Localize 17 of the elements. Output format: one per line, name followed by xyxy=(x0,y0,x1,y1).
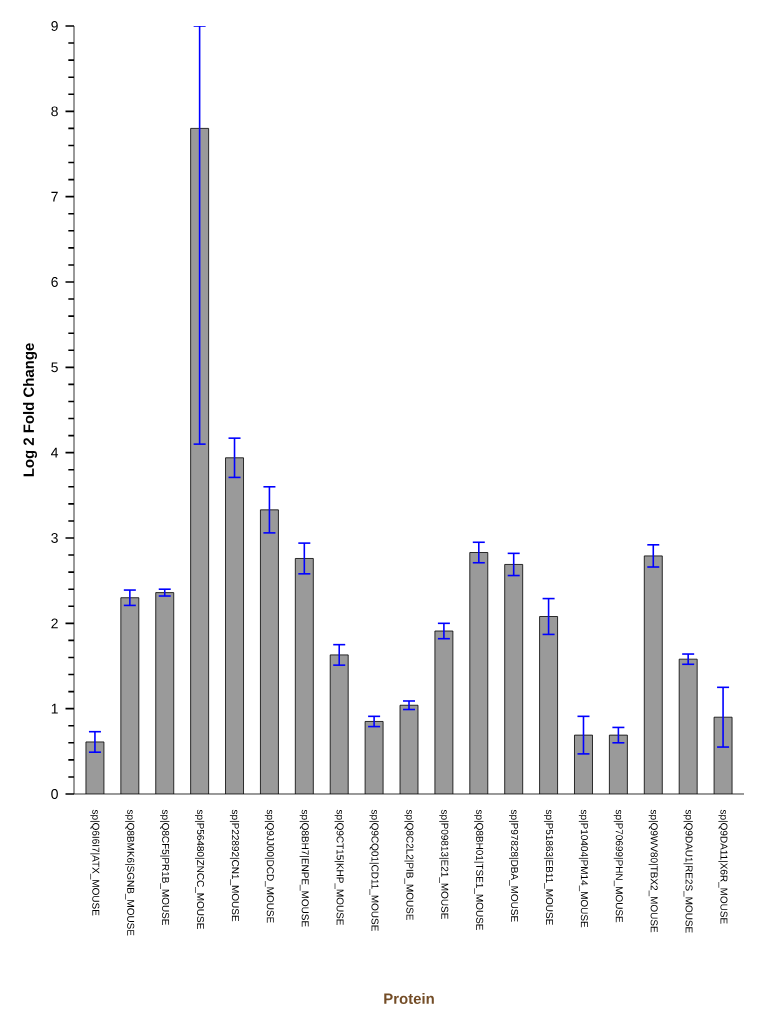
bar xyxy=(295,558,314,794)
bar xyxy=(225,457,244,794)
bar xyxy=(574,735,593,794)
bar xyxy=(539,616,558,794)
bar xyxy=(644,555,663,794)
bar xyxy=(400,705,419,794)
bar xyxy=(434,631,453,794)
bar xyxy=(609,735,628,794)
bar xyxy=(260,509,279,794)
bar xyxy=(469,552,488,794)
bar xyxy=(330,654,349,794)
bar xyxy=(120,597,139,794)
bar xyxy=(155,592,174,794)
bar xyxy=(190,128,209,794)
bar xyxy=(679,659,698,794)
bar xyxy=(504,564,523,794)
bar xyxy=(713,716,733,794)
